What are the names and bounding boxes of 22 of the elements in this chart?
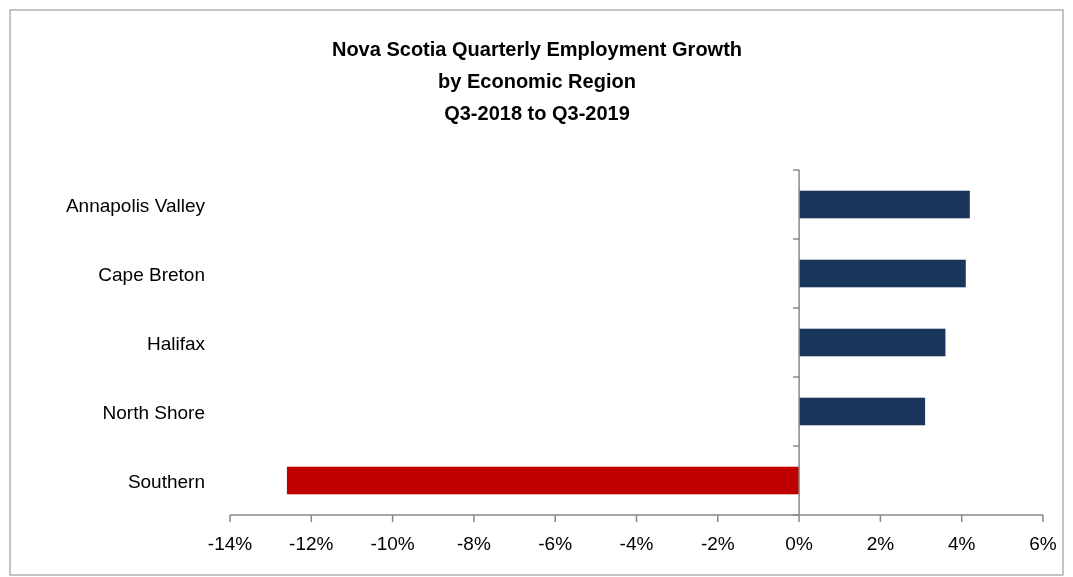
y-tick-label: Annapolis Valley bbox=[65, 194, 206, 216]
x-tick-label: 0% bbox=[785, 533, 813, 554]
x-tick-label: 2% bbox=[866, 533, 895, 554]
x-tick-label: 6% bbox=[1029, 533, 1057, 554]
y-tick-label: Cape Breton bbox=[98, 263, 205, 285]
y-tick-label: North Shore bbox=[102, 401, 205, 423]
y-tick-label: Southern bbox=[127, 470, 205, 492]
x-tick-label: -6% bbox=[538, 533, 573, 554]
bar bbox=[799, 190, 970, 219]
chart-title: Nova Scotia Quarterly Employment Growth by Economic Region Q3-2018 to Q3-2019 bbox=[331, 38, 743, 124]
x-tick-label: -2% bbox=[700, 533, 735, 554]
x-tick-label: -12% bbox=[289, 533, 334, 554]
x-tick-label: -14% bbox=[207, 533, 253, 554]
bar bbox=[799, 259, 966, 288]
bar bbox=[799, 397, 926, 426]
x-tick-label: -8% bbox=[457, 533, 491, 554]
x-tick-label: 4% bbox=[947, 533, 976, 554]
bar bbox=[286, 466, 800, 495]
y-tick-label: Halifax bbox=[146, 332, 206, 354]
x-tick-label: -10% bbox=[370, 533, 415, 554]
bar bbox=[799, 328, 946, 357]
x-tick-label: -4% bbox=[619, 533, 654, 554]
